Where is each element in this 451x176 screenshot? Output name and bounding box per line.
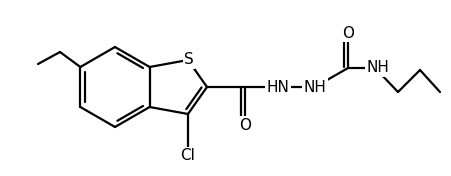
Text: Cl: Cl bbox=[180, 149, 195, 164]
Text: NH: NH bbox=[304, 80, 327, 95]
Text: S: S bbox=[184, 52, 194, 68]
Text: NH: NH bbox=[367, 61, 389, 76]
Text: O: O bbox=[342, 26, 354, 40]
Text: HN: HN bbox=[267, 80, 290, 95]
Text: O: O bbox=[239, 118, 251, 133]
